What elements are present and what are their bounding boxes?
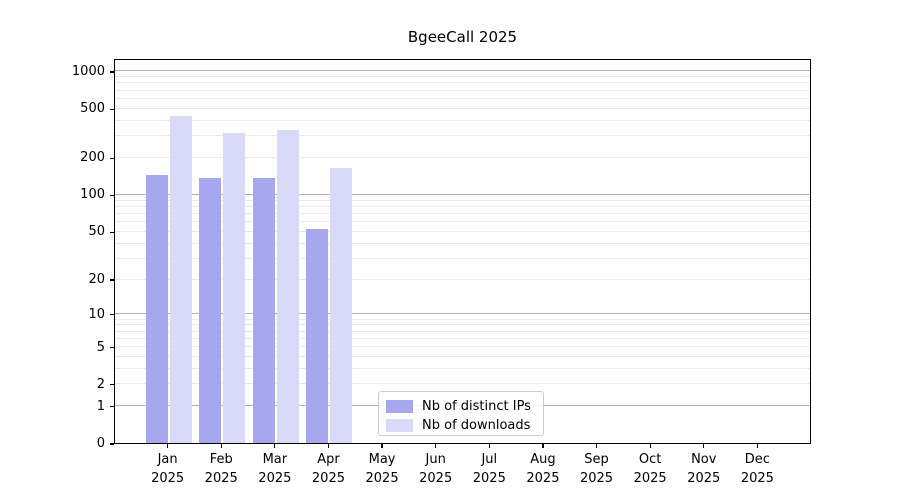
y-tick-mark-5 xyxy=(110,346,114,349)
chart-title: BgeeCall 2025 xyxy=(407,28,518,46)
y-tick-mark-100 xyxy=(110,194,114,197)
gridline-minor-3 xyxy=(115,367,810,369)
plot-area xyxy=(114,59,811,444)
gridline-minor-900 xyxy=(115,76,810,78)
x-tick-label-jun-2025: Jun 2025 xyxy=(419,452,453,486)
y-tick-label-1000: 1000 xyxy=(71,63,105,79)
gridline-minor-500 xyxy=(115,107,810,109)
bar-nb-of-distinct-ips-mar-2025 xyxy=(252,177,275,443)
gridline-minor-8 xyxy=(115,324,810,326)
legend-label-distinct-ips: Nb of distinct IPs xyxy=(422,399,531,414)
x-tick-label-jul-2025: Jul 2025 xyxy=(472,452,506,486)
gridline-major-10 xyxy=(115,313,810,315)
y-tick-mark-0 xyxy=(110,443,114,445)
x-tick-label-aug-2025: Aug 2025 xyxy=(526,452,560,486)
gridline-minor-60 xyxy=(115,221,810,223)
x-tick-mark-jun-2025 xyxy=(435,444,437,448)
y-tick-label-500: 500 xyxy=(80,101,105,117)
gridline-minor-5 xyxy=(115,346,810,348)
bar-nb-of-downloads-feb-2025 xyxy=(223,133,246,443)
x-tick-label-sep-2025: Sep 2025 xyxy=(579,452,614,486)
bar-nb-of-distinct-ips-jan-2025 xyxy=(145,174,168,443)
bar-nb-of-downloads-jan-2025 xyxy=(169,116,192,443)
x-tick-label-mar-2025: Mar 2025 xyxy=(258,452,292,486)
gridline-minor-2 xyxy=(115,383,810,385)
y-tick-mark-50 xyxy=(110,231,114,233)
y-tick-label-2: 2 xyxy=(96,376,105,392)
x-tick-mark-jul-2025 xyxy=(488,444,490,448)
gridline-minor-800 xyxy=(115,82,810,84)
y-tick-label-10: 10 xyxy=(88,306,105,322)
x-tick-label-apr-2025: Apr 2025 xyxy=(311,452,345,486)
gridline-minor-4 xyxy=(115,355,810,357)
gridline-major-100 xyxy=(115,193,810,195)
x-tick-mark-nov-2025 xyxy=(703,444,705,448)
x-tick-mark-feb-2025 xyxy=(220,444,222,448)
x-tick-mark-mar-2025 xyxy=(274,444,276,448)
x-tick-mark-dec-2025 xyxy=(756,444,758,448)
x-tick-mark-oct-2025 xyxy=(649,444,651,448)
gridline-minor-400 xyxy=(115,119,810,121)
legend-swatch-distinct-ips-icon xyxy=(386,400,413,413)
gridline-minor-80 xyxy=(115,205,810,207)
gridline-minor-9 xyxy=(115,318,810,320)
x-tick-label-nov-2025: Nov 2025 xyxy=(687,452,721,486)
y-tick-label-5: 5 xyxy=(96,339,105,355)
y-tick-label-20: 20 xyxy=(88,272,105,288)
gridline-minor-600 xyxy=(115,97,810,99)
y-tick-mark-10 xyxy=(110,314,114,316)
x-tick-label-oct-2025: Oct 2025 xyxy=(633,452,667,486)
gridline-minor-300 xyxy=(115,135,810,137)
legend: Nb of distinct IPs Nb of downloads xyxy=(378,391,544,436)
y-tick-label-100: 100 xyxy=(80,187,105,203)
x-tick-mark-aug-2025 xyxy=(542,444,544,448)
x-tick-mark-apr-2025 xyxy=(327,444,330,448)
bar-nb-of-distinct-ips-feb-2025 xyxy=(199,177,222,443)
legend-row: Nb of distinct IPs xyxy=(386,397,543,416)
y-tick-label-50: 50 xyxy=(88,224,105,240)
bar-nb-of-downloads-mar-2025 xyxy=(276,129,299,443)
gridline-minor-200 xyxy=(115,156,810,158)
gridline-minor-90 xyxy=(115,199,810,201)
y-tick-label-1: 1 xyxy=(96,398,105,414)
y-tick-mark-200 xyxy=(110,157,114,159)
gridline-minor-50 xyxy=(115,230,810,232)
x-tick-label-feb-2025: Feb 2025 xyxy=(204,452,238,486)
y-tick-mark-20 xyxy=(110,279,114,281)
gridline-minor-20 xyxy=(115,278,810,280)
gridline-minor-30 xyxy=(115,257,810,259)
gridline-minor-6 xyxy=(115,337,810,339)
bar-nb-of-distinct-ips-apr-2025 xyxy=(306,229,329,443)
y-tick-mark-500 xyxy=(110,108,114,110)
y-tick-mark-1 xyxy=(110,406,114,408)
legend-label-downloads: Nb of downloads xyxy=(422,418,531,433)
x-tick-mark-may-2025 xyxy=(381,444,383,448)
x-tick-label-may-2025: May 2025 xyxy=(365,452,399,486)
gridline-minor-7 xyxy=(115,330,810,332)
x-tick-label-dec-2025: Dec 2025 xyxy=(740,452,774,486)
gridline-minor-700 xyxy=(115,89,810,91)
y-tick-label-0: 0 xyxy=(96,436,105,451)
legend-row: Nb of downloads xyxy=(386,416,543,435)
x-tick-mark-sep-2025 xyxy=(595,444,598,448)
y-tick-mark-1000 xyxy=(110,71,114,73)
y-tick-label-200: 200 xyxy=(80,150,105,166)
legend-swatch-downloads-icon xyxy=(386,419,413,432)
gridline-minor-70 xyxy=(115,212,810,214)
x-tick-mark-jan-2025 xyxy=(167,444,169,448)
y-tick-mark-2 xyxy=(110,384,114,386)
x-tick-label-jan-2025: Jan 2025 xyxy=(151,452,185,486)
bar-nb-of-downloads-apr-2025 xyxy=(330,167,353,443)
gridline-minor-40 xyxy=(115,242,810,244)
gridline-major-1000 xyxy=(115,70,810,72)
